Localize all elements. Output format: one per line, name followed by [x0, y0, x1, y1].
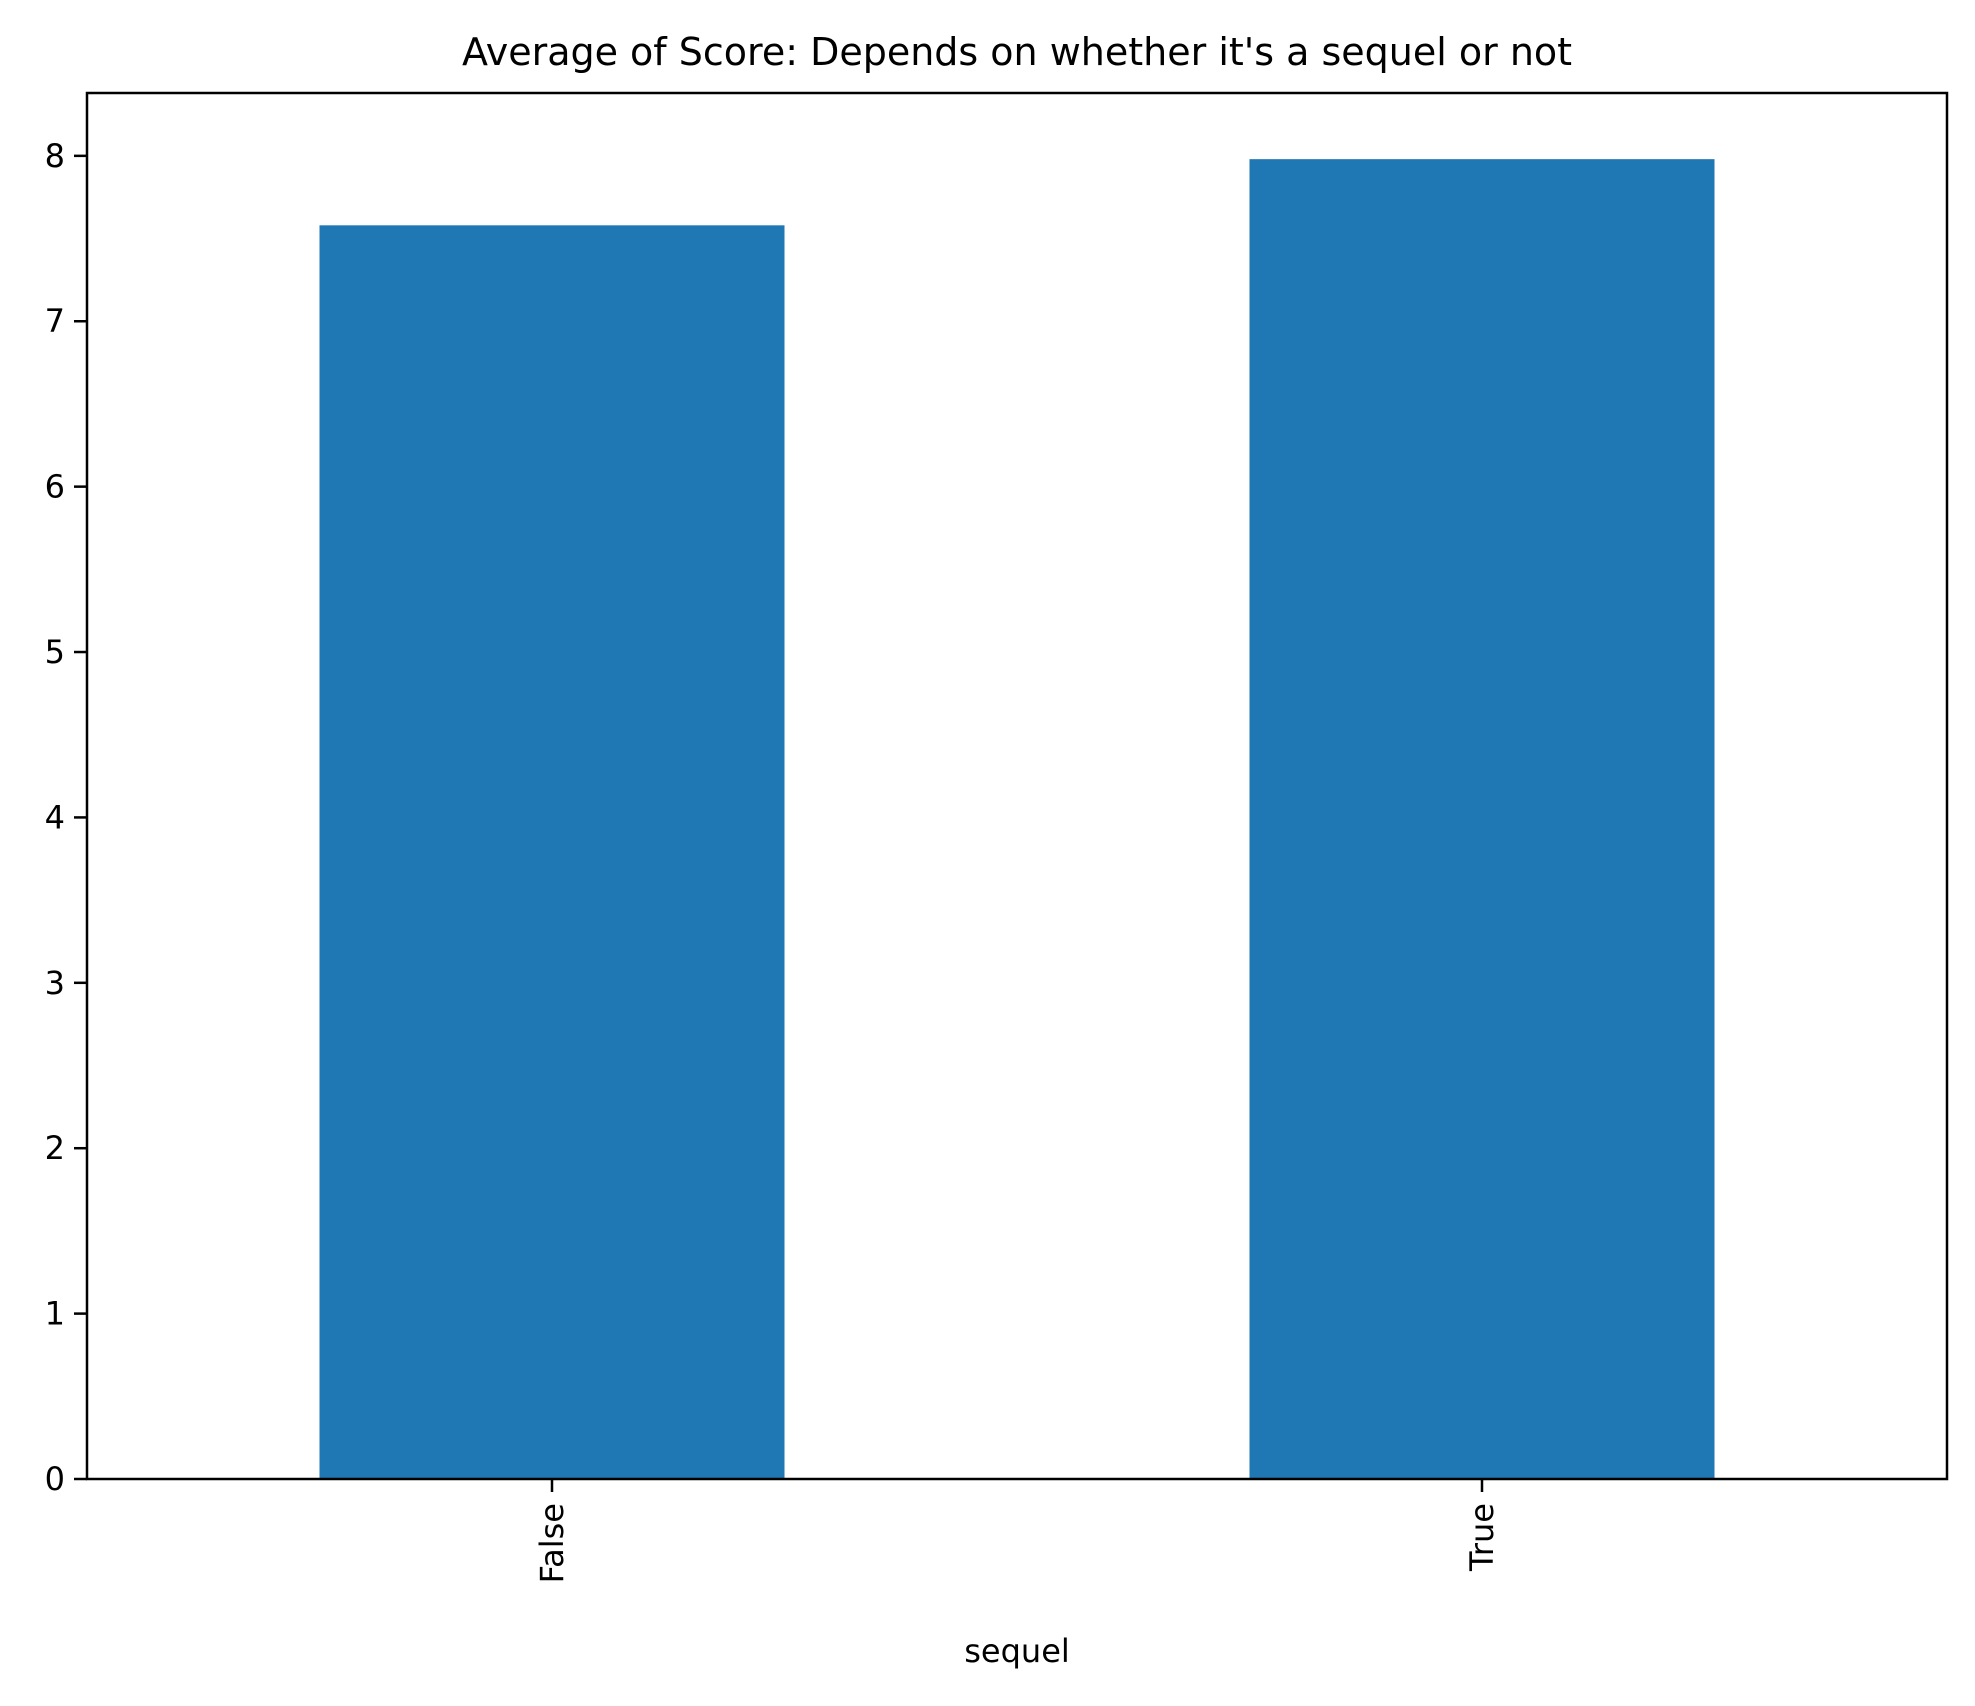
y-tick-label: 7 [45, 302, 65, 340]
y-tick-label: 5 [45, 633, 65, 671]
x-tick-label-true: True [1463, 1503, 1501, 1572]
y-tick-label: 4 [45, 798, 65, 836]
y-tick-label: 8 [45, 137, 65, 175]
y-tick-label: 1 [45, 1295, 65, 1333]
y-tick-label: 6 [45, 468, 65, 506]
y-axis: 0 1 2 3 4 5 6 7 8 [45, 137, 87, 1498]
y-tick-label: 2 [45, 1129, 65, 1167]
chart-title: Average of Score: Depends on whether it'… [462, 30, 1572, 74]
y-tick-label: 0 [45, 1460, 65, 1498]
x-axis-label: sequel [964, 1632, 1070, 1670]
bars [319, 159, 1715, 1480]
y-tick-label: 3 [45, 964, 65, 1002]
plot-frame [85, 91, 1949, 1481]
bar-true [1249, 159, 1715, 1480]
bar-false [319, 225, 785, 1479]
x-axis: False True [533, 1479, 1501, 1583]
x-tick-label-false: False [533, 1503, 571, 1583]
